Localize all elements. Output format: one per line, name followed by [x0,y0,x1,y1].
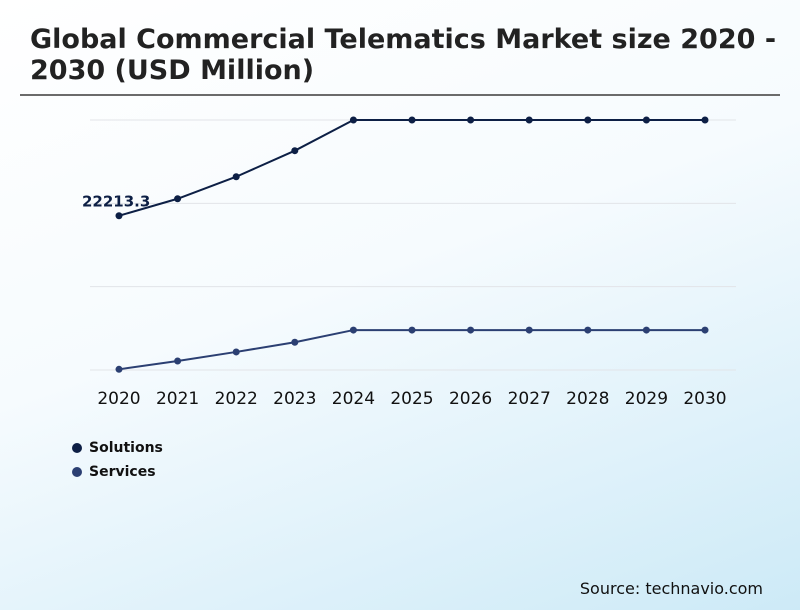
legend-marker [72,467,82,477]
legend-label: Solutions [89,440,163,456]
x-tick-label: 2023 [273,389,316,409]
data-point [174,195,182,203]
data-point [232,348,240,356]
data-point [701,116,709,124]
data-point [174,357,182,365]
x-tick-label: 2021 [156,389,199,409]
legend-item-solutions: Solutions [72,436,163,460]
data-point [642,116,650,124]
legend-item-services: Services [72,460,163,484]
data-point [291,338,299,346]
title-divider [20,94,780,96]
data-point [408,326,416,334]
x-tick-label: 2025 [390,389,433,409]
x-tick-label: 2024 [332,389,375,409]
data-point [467,116,475,124]
x-tick-label: 2028 [566,389,609,409]
source-note: Source: technavio.com [579,579,763,598]
data-point [584,116,592,124]
data-point [701,326,709,334]
x-tick-label: 2030 [683,389,726,409]
legend: Solutions Services [72,436,163,484]
data-point [115,212,123,220]
data-point [349,116,357,124]
data-point [349,326,357,334]
legend-marker [72,443,82,453]
legend-label: Services [89,464,156,480]
data-point [525,326,533,334]
series-line-solutions [118,119,705,217]
data-label: 22213.3 [82,193,150,211]
data-point [408,116,416,124]
x-tick-label: 2020 [97,389,140,409]
data-point [467,326,475,334]
data-point [525,116,533,124]
x-tick-label: 2022 [215,389,258,409]
data-point [115,365,123,373]
series-line-services [118,329,705,371]
data-point [232,173,240,181]
data-point [291,147,299,155]
x-tick-label: 2026 [449,389,492,409]
data-point [642,326,650,334]
data-point [584,326,592,334]
chart-title: Global Commercial Telematics Market size… [30,24,777,86]
x-tick-label: 2027 [508,389,551,409]
x-tick-label: 2029 [625,389,668,409]
